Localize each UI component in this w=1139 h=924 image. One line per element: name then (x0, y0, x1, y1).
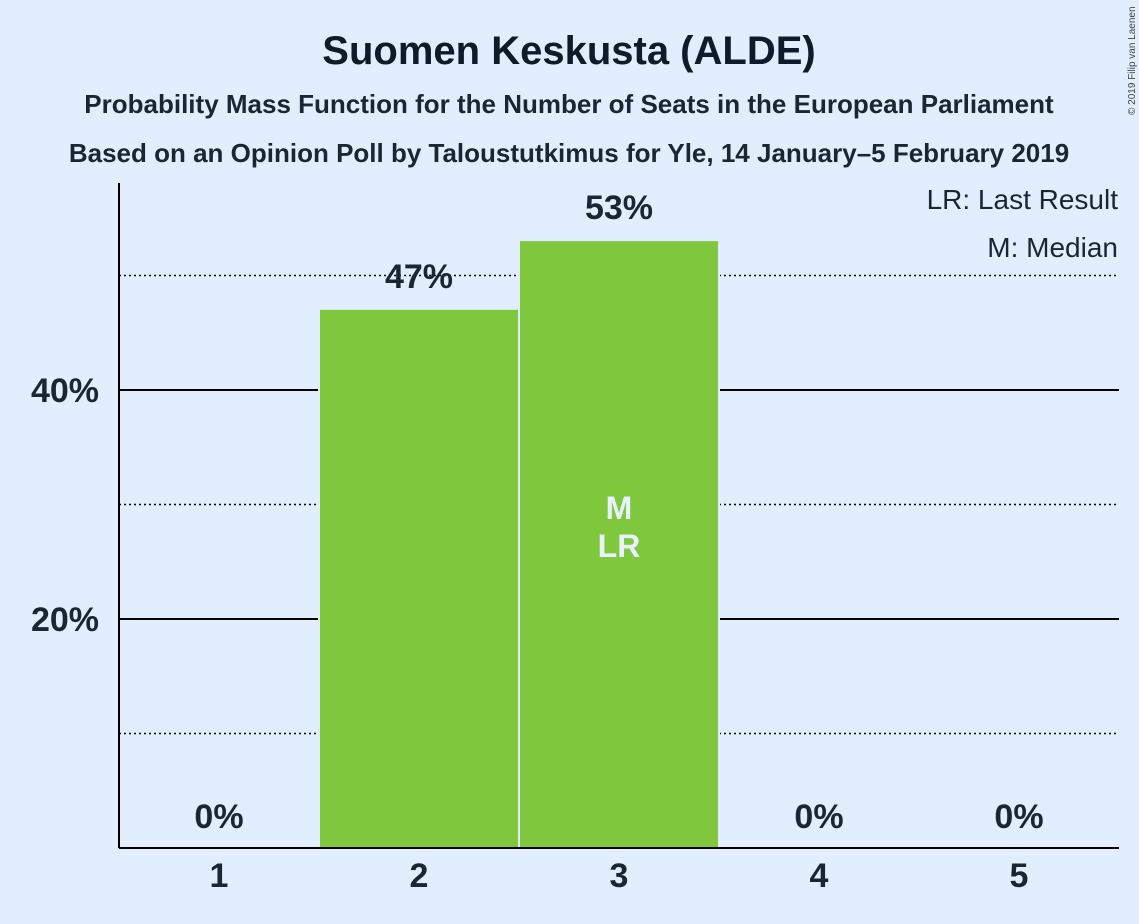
data-label: 0% (794, 798, 843, 836)
y-tick-label: 20% (31, 601, 99, 639)
bars (318, 241, 720, 849)
last-result-marker: LR (598, 528, 641, 564)
y-tick-labels: 20% 40% (31, 372, 99, 639)
data-labels: 0% 47% 53% MLR 0% 0% (194, 189, 1043, 836)
x-tick-label: 1 (210, 857, 229, 895)
data-label: 0% (194, 798, 243, 836)
legend-last-result: LR: Last Result (927, 184, 1119, 215)
x-tick-label: 2 (410, 857, 429, 895)
median-marker: M (606, 490, 633, 526)
data-label: 53% (585, 189, 653, 227)
y-tick-label: 40% (31, 372, 99, 410)
chart-title: Suomen Keskusta (ALDE) (322, 29, 815, 73)
copyright-notice: © 2019 Filip van Laenen (1127, 6, 1138, 115)
legend-median: M: Median (987, 232, 1118, 263)
x-tick-labels: 1 2 3 4 5 (210, 857, 1029, 895)
chart-subtitle: Probability Mass Function for the Number… (84, 89, 1054, 119)
x-tick-label: 3 (610, 857, 629, 895)
data-label: 0% (994, 798, 1043, 836)
bar (520, 241, 718, 848)
data-label: 47% (385, 258, 453, 296)
chart-subtitle-source: Based on an Opinion Poll by Taloustutkim… (69, 138, 1069, 168)
bar (320, 309, 518, 849)
x-tick-label: 4 (810, 857, 829, 895)
x-tick-label: 5 (1010, 857, 1029, 895)
